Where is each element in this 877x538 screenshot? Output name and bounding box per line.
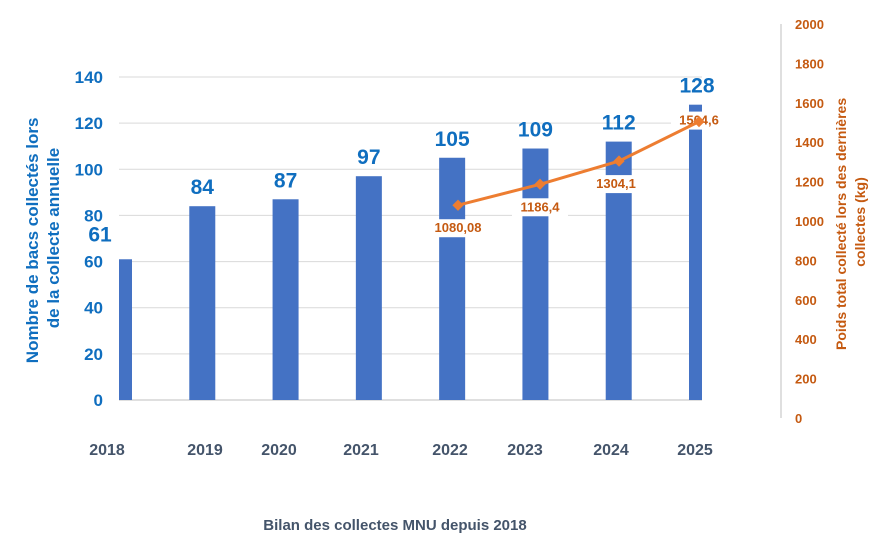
x-tick-label: 2018 <box>89 442 125 459</box>
chart-title: Bilan des collectes MNU depuis 2018 <box>263 517 526 534</box>
x-tick-label: 2020 <box>261 442 297 459</box>
right-tick-label: 1200 <box>795 175 824 190</box>
bar-data-label: 87 <box>274 169 297 192</box>
bar <box>439 157 466 400</box>
x-axis-ticks: 2018 2019 2020 2021 2022 2023 2024 2025 <box>89 442 713 459</box>
right-tick-label: 0 <box>795 411 802 426</box>
bar <box>522 148 549 400</box>
right-tick-label: 200 <box>795 372 817 387</box>
x-tick-label: 2019 <box>187 442 223 459</box>
left-tick-label: 120 <box>75 114 103 133</box>
x-tick-label: 2024 <box>593 442 629 459</box>
right-tick-label: 600 <box>795 293 817 308</box>
right-tick-label: 400 <box>795 332 817 347</box>
bar-data-label: 128 <box>679 75 714 98</box>
gridlines <box>119 76 702 401</box>
bar-data-label: 97 <box>357 146 380 169</box>
line-marker <box>613 155 625 167</box>
left-tick-label: 140 <box>75 68 103 87</box>
x-tick-label: 2021 <box>343 442 379 459</box>
left-tick-label: 80 <box>84 206 103 225</box>
bar <box>119 259 132 400</box>
line-path <box>457 120 700 207</box>
right-axis-title: Poids total collecté lors des dernières … <box>833 94 868 350</box>
left-tick-label: 0 <box>94 391 103 410</box>
left-axis-title: Nombre de bacs collectés lors de la coll… <box>23 113 63 363</box>
line-data-label-background <box>588 175 644 194</box>
line-marker <box>452 199 464 211</box>
right-tick-label: 1600 <box>795 96 824 111</box>
left-tick-label: 100 <box>75 160 103 179</box>
right-tick-label: 2000 <box>795 17 824 32</box>
bar <box>272 199 299 400</box>
line-data-label-background <box>512 198 568 217</box>
bar-data-labels: 61 84 87 97 105 109 112 128 <box>88 75 715 247</box>
bar <box>189 206 216 400</box>
right-tick-label: 800 <box>795 253 817 268</box>
bar-data-label: 109 <box>518 119 553 142</box>
x-tick-label: 2022 <box>432 442 468 459</box>
bar-data-label: 61 <box>88 223 112 246</box>
left-axis-title-line-1: Nombre de bacs collectés lors <box>23 118 42 364</box>
right-axis-ticks: 0 200 400 600 800 1000 1200 1400 1600 1800 2000 <box>795 17 824 426</box>
bar-series <box>119 104 702 400</box>
line-data-label: 1186,4 <box>520 199 560 214</box>
x-tick-label: 2023 <box>507 442 543 459</box>
bar-data-label: 105 <box>435 128 470 151</box>
right-axis-title-line-2: collectes (kg) <box>852 177 868 266</box>
bar <box>355 176 382 400</box>
left-axis-ticks: 0 20 40 60 80 100 120 140 <box>75 68 103 410</box>
line-data-label-background <box>426 219 490 238</box>
left-tick-label: 40 <box>84 299 103 318</box>
line-series <box>452 115 705 211</box>
line-marker <box>534 178 546 190</box>
right-tick-label: 1400 <box>795 135 824 150</box>
right-tick-label: 1800 <box>795 56 824 71</box>
bar-data-label: 84 <box>191 176 215 199</box>
left-axis-title-line-2: de la collecte annuelle <box>44 148 63 328</box>
left-tick-label: 20 <box>84 345 103 364</box>
left-tick-label: 60 <box>84 253 103 272</box>
x-tick-label: 2025 <box>677 442 713 459</box>
bar-data-label: 112 <box>602 112 636 135</box>
right-axis-title-line-1: Poids total collecté lors des dernières <box>833 98 849 350</box>
line-data-label: 1080,08 <box>435 220 482 235</box>
bar <box>689 104 702 400</box>
line-data-label: 1304,1 <box>596 176 636 191</box>
right-tick-label: 1000 <box>795 214 824 229</box>
